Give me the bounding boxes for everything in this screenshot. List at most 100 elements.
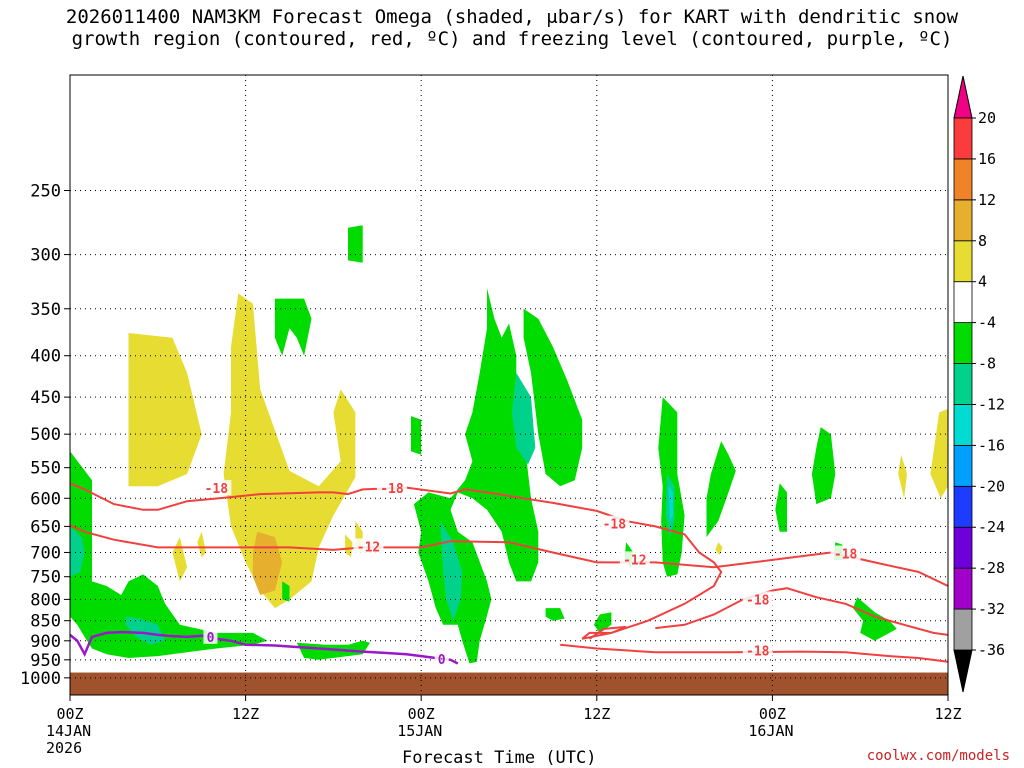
y-tick-label: 700 xyxy=(30,543,61,563)
x-tick-label: 15JAN xyxy=(397,722,442,740)
chart-title: 2026011400 NAM3KM Forecast Omega (shaded… xyxy=(0,6,1024,50)
dgz-contour-line xyxy=(560,643,948,663)
dgz-label-bg xyxy=(742,591,773,607)
omega-shaded-region xyxy=(223,293,356,609)
x-tick-label: 12Z xyxy=(583,705,610,723)
colorbar-swatch xyxy=(953,281,973,324)
y-tick-label: 750 xyxy=(30,568,61,588)
omega-shaded-region xyxy=(197,531,207,558)
colorbar-tick-label: -24 xyxy=(978,518,1005,536)
colorbar-swatch xyxy=(953,117,973,160)
colorbar-tick-label: 16 xyxy=(978,150,996,168)
x-tick-label: 00Z xyxy=(56,705,83,723)
chart-title-line-1: 2026011400 NAM3KM Forecast Omega (shaded… xyxy=(65,6,959,28)
colorbar-swatch xyxy=(953,404,973,446)
omega-shaded-region xyxy=(172,537,188,582)
colorbar-swatch xyxy=(953,608,973,651)
x-axis-title: Forecast Time (UTC) xyxy=(402,748,597,768)
dgz-contour-label: -12 xyxy=(623,553,646,568)
colorbar-swatch xyxy=(953,444,973,487)
omega-shaded-region xyxy=(811,427,836,505)
omega-shaded-region xyxy=(706,441,736,538)
colorbar-tick-label: 12 xyxy=(978,191,996,209)
omega-shaded-region xyxy=(70,451,268,658)
omega-shaded-region xyxy=(440,521,463,621)
y-tick-label: 250 xyxy=(30,181,61,201)
omega-shaded-region xyxy=(523,308,583,487)
omega-shaded-region xyxy=(930,408,948,499)
freezing-level-label: 0 xyxy=(438,653,446,668)
omega-shaded-region xyxy=(125,616,166,645)
dgz-contour-label: -18 xyxy=(205,482,229,497)
omega-shaded-region xyxy=(411,416,422,455)
y-tick-label: 550 xyxy=(30,459,61,479)
dgz-label-bg xyxy=(201,480,232,496)
omega-shaded-region xyxy=(413,288,539,664)
colorbar-swatch xyxy=(953,322,973,364)
terrain-fill xyxy=(70,672,948,695)
y-tick-label: 800 xyxy=(30,590,61,610)
freezing-level-label: 0 xyxy=(207,631,215,646)
omega-shaded-region xyxy=(715,542,723,555)
colorbar-swatch xyxy=(953,363,973,405)
colorbar-bottom-arrow xyxy=(953,649,973,693)
omega-shaded-region xyxy=(348,225,363,263)
omega-shaded-region xyxy=(545,608,565,621)
x-tick-label: 00Z xyxy=(759,705,786,723)
omega-shaded-region xyxy=(668,486,673,521)
x-tick-label: 16JAN xyxy=(748,722,793,740)
colorbar-swatch xyxy=(953,567,973,610)
y-tick-label: 1000 xyxy=(20,669,61,689)
dgz-label-bg xyxy=(353,538,384,554)
chart-title-line-2: growth region (contoured, red, ºC) and f… xyxy=(71,28,953,50)
y-tick-label: 650 xyxy=(30,517,61,537)
dgz-label-bg xyxy=(742,642,773,658)
colorbar-swatch xyxy=(953,240,973,283)
y-tick-label: 500 xyxy=(30,425,61,445)
x-tick-label: 2026 xyxy=(46,739,82,757)
colorbar-top-arrow xyxy=(953,75,973,119)
y-tick-label: 300 xyxy=(30,246,61,266)
colorbar-tick-label: 8 xyxy=(978,232,987,250)
dgz-contour-line xyxy=(70,524,948,587)
x-tick-label: 00Z xyxy=(408,705,435,723)
colorbar-swatch xyxy=(953,526,973,569)
dgz-contour-label: -18 xyxy=(746,593,770,608)
y-tick-label: 850 xyxy=(30,612,61,632)
colorbar-swatch xyxy=(953,158,973,201)
colorbar-tick-label: -32 xyxy=(978,600,1005,618)
x-tick-label: 12Z xyxy=(232,705,259,723)
omega-shaded-region xyxy=(70,526,85,577)
omega-shaded-region xyxy=(775,483,787,532)
colorbar-tick-label: -36 xyxy=(978,641,1005,659)
source-watermark: coolwx.com/models xyxy=(866,748,1010,764)
colorbar-swatch xyxy=(953,199,973,242)
omega-shaded-region xyxy=(128,333,202,487)
colorbar-tick-label: 4 xyxy=(978,273,987,291)
omega-shaded-region xyxy=(282,581,290,602)
colorbar-tick-label: -16 xyxy=(978,436,1005,454)
omega-shaded-region xyxy=(898,454,907,499)
y-tick-label: 400 xyxy=(30,347,61,367)
x-tick-label: 12Z xyxy=(934,705,961,723)
colorbar-tick-label: -8 xyxy=(978,355,996,373)
y-tick-label: 900 xyxy=(30,632,61,652)
colorbar-tick-label: -4 xyxy=(978,314,996,332)
dgz-contour-label: -18 xyxy=(380,482,404,497)
dgz-contour-label: -12 xyxy=(357,540,380,555)
omega-shaded-region xyxy=(345,534,353,558)
dgz-contour-label: -18 xyxy=(746,644,770,659)
y-tick-label: 450 xyxy=(30,388,61,408)
dgz-label-bg xyxy=(376,480,407,496)
omega-shaded-region xyxy=(511,372,536,465)
y-tick-label: 950 xyxy=(30,651,61,671)
dgz-contour-label: -18 xyxy=(603,518,627,533)
colorbar-tick-label: 20 xyxy=(978,109,996,127)
omega-shaded-region xyxy=(852,597,897,641)
freezing-label-bg xyxy=(434,651,449,667)
y-tick-label: 350 xyxy=(30,300,61,320)
colorbar-tick-label: -12 xyxy=(978,395,1005,413)
omega-shaded-region xyxy=(274,298,312,356)
dgz-contour-line xyxy=(655,587,948,636)
